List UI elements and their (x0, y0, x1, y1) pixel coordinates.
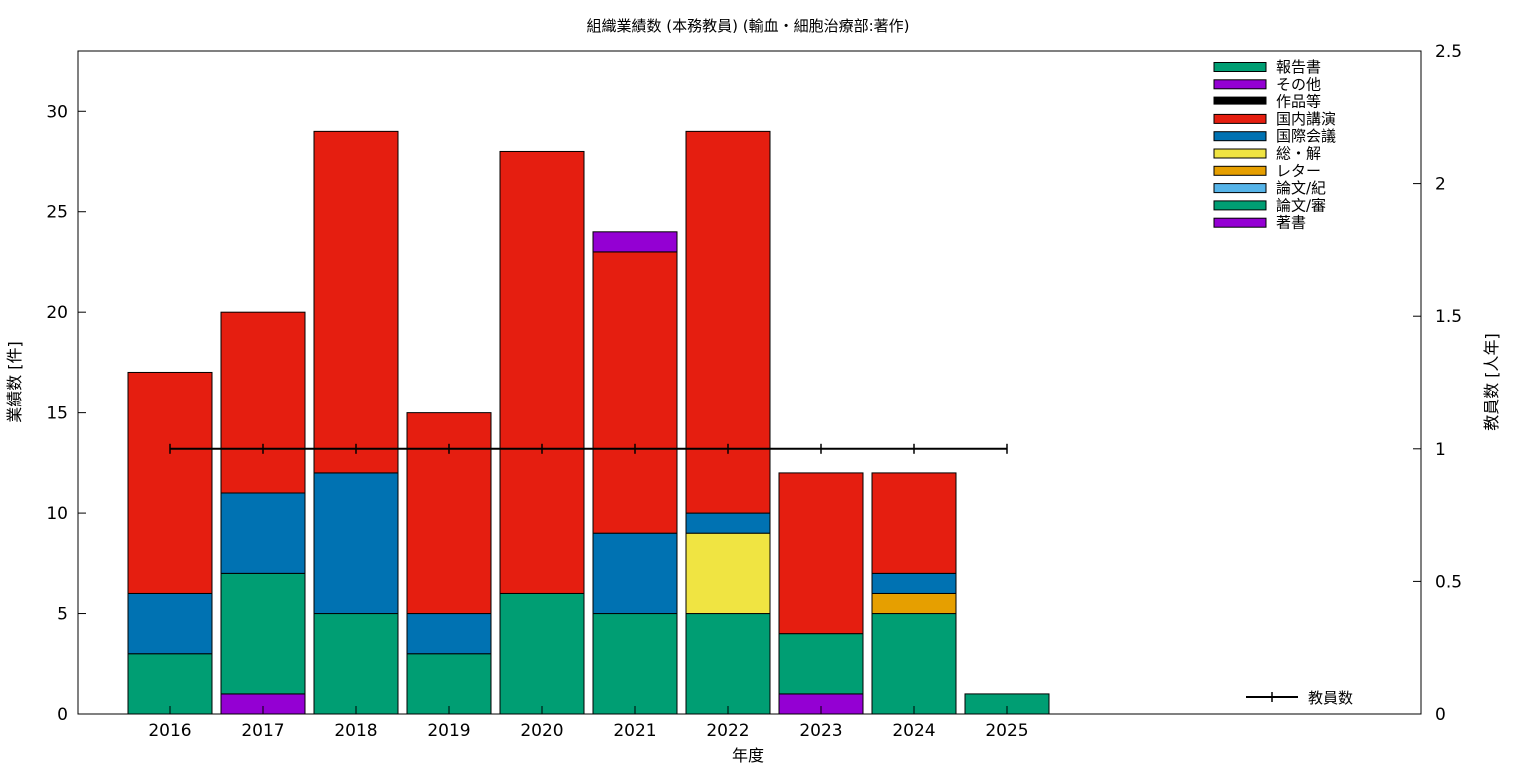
y2-tick-label-2: 1 (1435, 440, 1446, 460)
bar-segment-2017-1 (220, 572, 306, 695)
y-tick-label-2: 10 (46, 504, 68, 524)
x-tick-label-2023: 2023 (799, 721, 842, 741)
legend-label-8: 論文/審 (1276, 196, 1326, 214)
bar-segment-2024-5 (871, 572, 957, 594)
bar-segment-2022-1 (685, 613, 771, 715)
y2-tick-label-3: 1.5 (1435, 307, 1462, 327)
bar-segment-2018-6 (313, 130, 399, 474)
bar-segment-2020-1 (499, 592, 585, 715)
legend-swatch-9 (1213, 217, 1267, 228)
legend-label-4: 国際会議 (1276, 127, 1336, 145)
bar-segment-2018-5 (313, 472, 399, 615)
line-legend-label: 教員数 (1308, 689, 1353, 707)
bar-segment-2021-5 (592, 532, 678, 615)
legend-swatch-8 (1213, 200, 1267, 211)
bar-segment-2022-6 (685, 130, 771, 514)
legend-swatch-4 (1213, 131, 1267, 142)
x-tick-label-2022: 2022 (706, 721, 749, 741)
bar-segment-2023-1 (778, 633, 864, 695)
x-tick-label-2021: 2021 (613, 721, 656, 741)
legend-label-7: 論文/紀 (1276, 179, 1326, 197)
legend-label-2: 作品等 (1276, 93, 1321, 111)
y2-tick-label-0: 0 (1435, 705, 1446, 725)
bar-segment-2016-6 (127, 371, 213, 594)
legend-swatch-3 (1213, 113, 1267, 124)
bar-segment-2020-6 (499, 150, 585, 594)
bar-segment-2019-1 (406, 653, 492, 715)
bar-segment-2017-5 (220, 492, 306, 574)
bar-segment-2019-5 (406, 613, 492, 655)
x-tick-label-2016: 2016 (148, 721, 191, 741)
line-legend: 教員数 (1246, 689, 1353, 707)
chart-title: 組織業績数 (本務教員) (輸血・細胞治療部:著作) (586, 17, 909, 35)
bar-segment-2022-4 (685, 532, 771, 615)
bar-segment-2019-6 (406, 412, 492, 615)
y-tick-label-6: 30 (46, 102, 68, 122)
bar-segment-2016-5 (127, 592, 213, 655)
x-tick-label-2024: 2024 (892, 721, 935, 741)
bar-segment-2016-1 (127, 653, 213, 715)
x-tick-label-2018: 2018 (334, 721, 377, 741)
bar-segment-2021-8 (592, 231, 678, 253)
bar-segment-2021-1 (592, 613, 678, 715)
legend-swatch-2 (1213, 96, 1267, 105)
y-tick-label-4: 20 (46, 303, 68, 323)
legend-label-5: 総・解 (1276, 145, 1321, 163)
bar-segment-2023-6 (778, 472, 864, 635)
y2-tick-label-1: 0.5 (1435, 572, 1462, 592)
y-tick-label-5: 25 (46, 203, 68, 223)
legend-label-3: 国内講演 (1276, 110, 1336, 128)
bar-segment-2022-5 (685, 512, 771, 534)
x-tick-label-2019: 2019 (427, 721, 470, 741)
plot-frame (77, 50, 1422, 715)
y-tick-label-0: 0 (57, 705, 68, 725)
legend-swatch-7 (1213, 183, 1267, 194)
bars-layer (127, 130, 1050, 715)
legend-label-6: レター (1276, 162, 1321, 180)
y-tick-label-1: 5 (57, 605, 68, 625)
bar-segment-2024-3 (871, 592, 957, 615)
legend-swatch-6 (1213, 165, 1267, 176)
x-tick-label-2017: 2017 (241, 721, 284, 741)
legend-label-1: その他 (1276, 75, 1321, 93)
bar-segment-2024-6 (871, 472, 957, 574)
y2-tick-label-4: 2 (1435, 175, 1446, 195)
legend-swatch-5 (1213, 148, 1267, 159)
y2-axis-label: 教員数 [人年] (1482, 333, 1501, 431)
legend-label-0: 報告書 (1276, 58, 1321, 76)
legend-swatch-1 (1213, 79, 1267, 90)
y-axis-label: 業績数 [件] (5, 341, 24, 423)
x-tick-label-2020: 2020 (520, 721, 563, 741)
line-layer (169, 443, 1008, 454)
bar-segment-2018-1 (313, 613, 399, 715)
y2-tick-label-5: 2.5 (1435, 42, 1462, 62)
legend-swatch-0 (1213, 62, 1267, 72)
legend-label-9: 著書 (1276, 214, 1306, 232)
bar-segment-2024-1 (871, 613, 957, 715)
bar-segment-2021-6 (592, 251, 678, 534)
bar-segment-2017-6 (220, 311, 306, 494)
y-tick-label-3: 15 (46, 404, 68, 424)
x-tick-label-2025: 2025 (985, 721, 1028, 741)
x-axis-label: 年度 (732, 746, 764, 765)
